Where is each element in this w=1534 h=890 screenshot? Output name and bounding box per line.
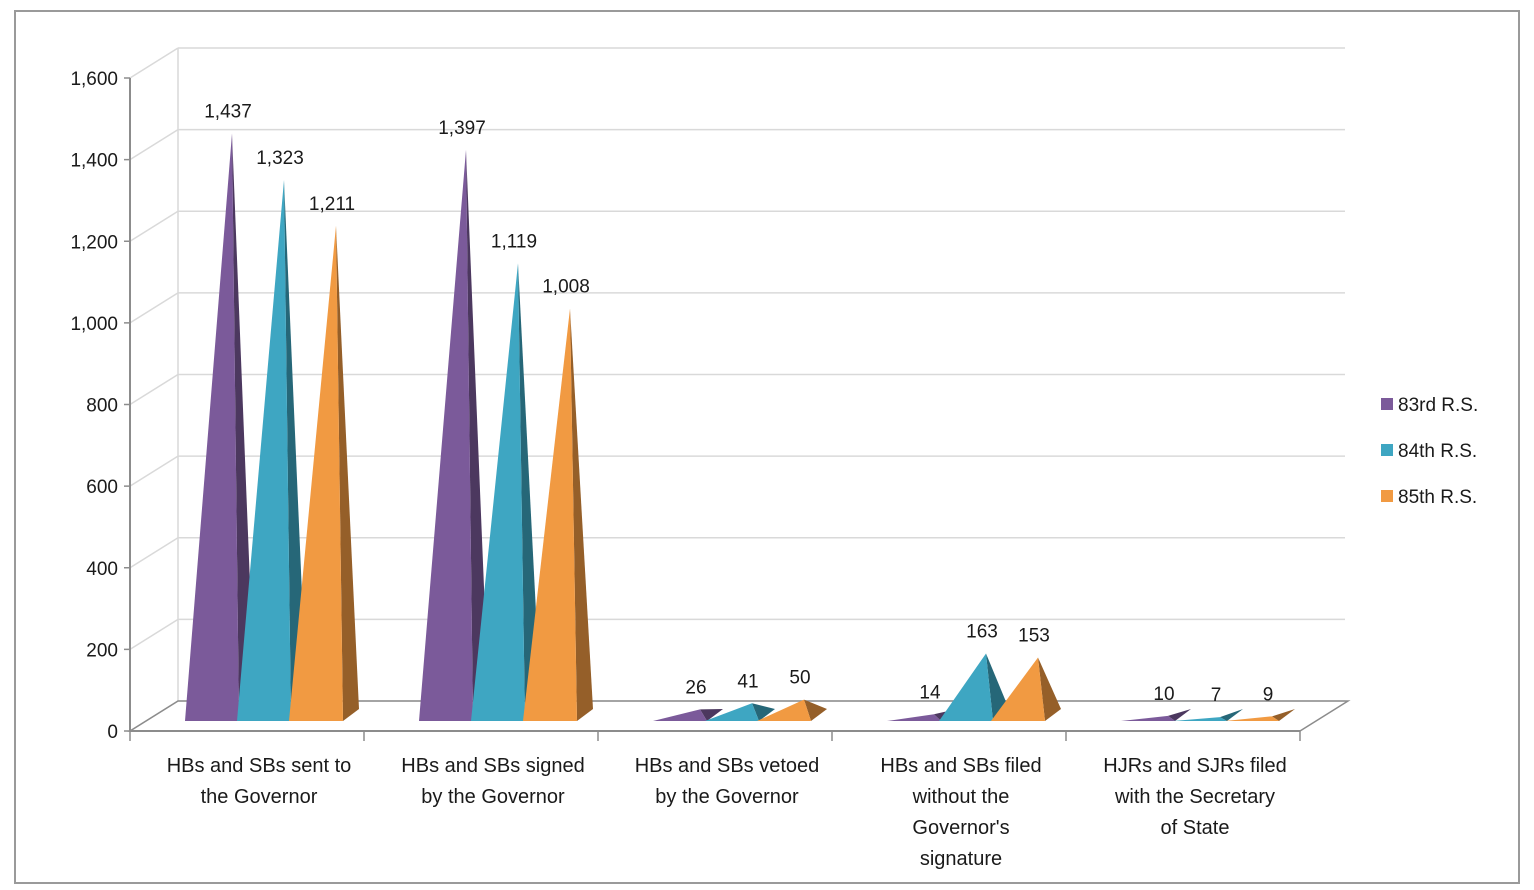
legend-swatch xyxy=(1381,398,1393,410)
bar-front-face xyxy=(1173,717,1227,721)
gridline-side xyxy=(129,292,179,324)
bar-2-0 xyxy=(653,709,723,721)
legend-entry: 84th R.S. xyxy=(1398,441,1477,462)
category-label: HBs and SBs vetoed by the Governor xyxy=(635,755,820,808)
gridline-side xyxy=(129,455,179,487)
category-label: HBs and SBs filed without the Governor's si… xyxy=(880,755,1041,870)
bar-side-face xyxy=(700,709,723,721)
data-label: 50 xyxy=(789,668,810,689)
bar-chart: 0 200 400 600 800 1,000 1,200 1,400 1,600 HBs and… xyxy=(70,47,1478,870)
y-tick-label: 800 xyxy=(86,396,118,417)
data-label: 153 xyxy=(1018,626,1050,647)
bar-side-face xyxy=(1168,709,1191,721)
bar-front-face xyxy=(419,149,473,722)
chart-frame: 0 200 400 600 800 1,000 1,200 1,400 1,600 HBs and… xyxy=(14,10,1520,884)
bar-front-face xyxy=(185,133,239,721)
bar-side-face xyxy=(1272,709,1295,721)
legend: 83rd R.S. 84th R.S. 85th R.S. xyxy=(1381,395,1478,508)
bar-front-face xyxy=(653,709,707,721)
bar-side-face xyxy=(518,263,541,721)
bar-1-0 xyxy=(419,149,489,722)
data-label: 1,437 xyxy=(204,102,252,123)
bar-front-face xyxy=(237,180,291,721)
bar-front-face xyxy=(471,263,525,721)
data-label: 1,119 xyxy=(491,231,537,252)
legend-entry: 85th R.S. xyxy=(1398,487,1477,508)
y-tick-label: 600 xyxy=(86,477,118,498)
gridline-side xyxy=(129,618,179,651)
bar-front-face xyxy=(1225,716,1279,721)
bar-side-face xyxy=(336,225,359,721)
y-tick-label: 200 xyxy=(86,640,118,661)
data-label: 1,323 xyxy=(256,148,304,169)
bar-4-2 xyxy=(1225,709,1295,721)
bar-front-face xyxy=(289,225,343,721)
bar-front-face xyxy=(1121,715,1175,721)
data-label: 41 xyxy=(737,671,758,692)
data-label: 9 xyxy=(1263,684,1274,705)
bar-side-face xyxy=(232,133,255,721)
bar-side-face xyxy=(986,653,1009,721)
bar-2-2 xyxy=(757,699,827,721)
bar-side-face xyxy=(1220,709,1243,721)
bar-side-face xyxy=(1038,657,1061,721)
data-label: 1,397 xyxy=(438,118,486,139)
data-label: 26 xyxy=(685,677,706,698)
data-label: 1,211 xyxy=(309,194,355,215)
y-tick-label: 1,600 xyxy=(70,69,118,90)
bar-side-face xyxy=(752,703,775,721)
category-label: HBs and SBs signed by the Governor xyxy=(401,755,584,808)
data-label: 10 xyxy=(1153,684,1174,705)
legend-entry: 83rd R.S. xyxy=(1398,395,1478,416)
data-label: 14 xyxy=(919,682,941,703)
y-tick-label: 1,000 xyxy=(70,314,118,335)
y-tick-label: 0 xyxy=(107,722,118,743)
bar-1-1 xyxy=(471,263,541,721)
legend-swatch xyxy=(1381,444,1393,456)
bar-3-2 xyxy=(991,657,1061,721)
bar-4-0 xyxy=(1121,709,1191,721)
category-label: HJRs and SJRs filed with the Secretary of … xyxy=(1103,755,1286,839)
gridline-side xyxy=(129,210,179,242)
gridline-side xyxy=(129,537,179,569)
bar-4-1 xyxy=(1173,709,1243,721)
bar-2-1 xyxy=(705,703,775,721)
bar-side-face xyxy=(804,699,827,721)
bar-side-face xyxy=(466,149,489,722)
bar-front-face xyxy=(757,699,811,721)
bar-0-0 xyxy=(185,133,255,721)
bar-side-face xyxy=(570,308,593,721)
bar-side-face xyxy=(284,180,307,721)
data-labels: 1,437 1,397 26 14 10 1,323 1,119 41 163 7 1,211 1,0… xyxy=(204,102,1273,707)
bar-0-2 xyxy=(289,225,359,721)
y-tick-label: 400 xyxy=(86,559,118,580)
data-label: 7 xyxy=(1211,685,1222,706)
legend-swatch xyxy=(1381,490,1393,502)
bar-front-face xyxy=(705,703,759,721)
data-label: 163 xyxy=(966,621,998,642)
gridline-side xyxy=(129,128,179,161)
y-tick-label: 1,200 xyxy=(70,232,118,253)
bars xyxy=(185,133,1295,722)
gridline-side xyxy=(129,373,179,406)
bar-1-2 xyxy=(523,308,593,721)
gridline-side xyxy=(129,47,179,79)
bar-front-face xyxy=(887,714,941,721)
gridlines xyxy=(129,47,1345,732)
bar-front-face xyxy=(939,653,993,721)
data-label: 1,008 xyxy=(542,277,590,298)
category-label: HBs and SBs sent to the Governor xyxy=(167,755,352,808)
bar-front-face xyxy=(991,657,1045,721)
bar-0-1 xyxy=(237,180,307,721)
y-tick-label: 1,400 xyxy=(70,151,118,172)
bar-front-face xyxy=(523,308,577,721)
bar-3-1 xyxy=(939,653,1009,721)
